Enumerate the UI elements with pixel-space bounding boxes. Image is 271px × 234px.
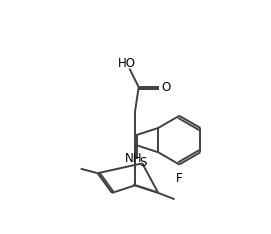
Text: NH: NH (125, 152, 143, 165)
Text: S: S (139, 156, 147, 169)
Text: F: F (176, 172, 183, 185)
Text: O: O (161, 80, 170, 94)
Text: HO: HO (118, 57, 136, 70)
